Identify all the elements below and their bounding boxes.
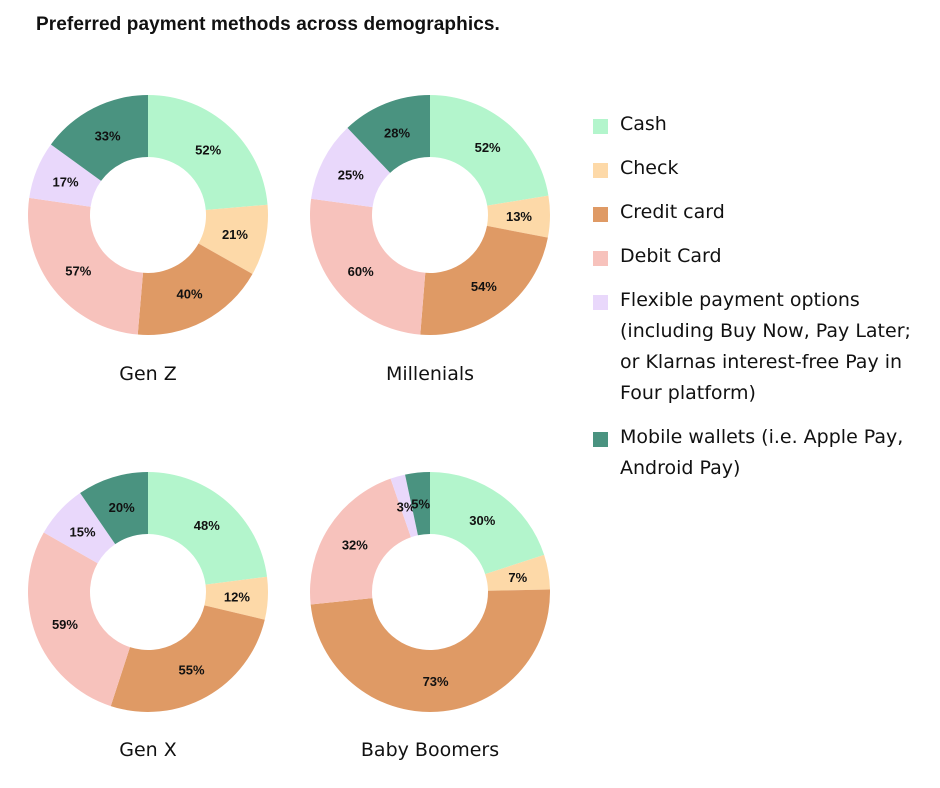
chart-title: Preferred payment methods across demogra… — [36, 14, 500, 35]
legend-swatch — [593, 163, 608, 178]
legend-item-check: Check — [593, 157, 933, 184]
donut-slice-mobile — [80, 472, 148, 545]
chart-name: Gen Z — [119, 363, 177, 385]
slice-data-label: 40% — [177, 287, 203, 302]
slice-data-label: 59% — [52, 617, 78, 632]
legend-label: Credit card — [620, 201, 725, 223]
donut-slice-check — [204, 576, 268, 620]
slice-data-label: 52% — [195, 142, 221, 157]
slice-data-label: 73% — [423, 674, 449, 689]
donut-slice-cash — [148, 472, 268, 585]
donut-slice-cash — [430, 472, 545, 575]
legend: Cash Check Credit card Debit Card Flexible p… — [593, 113, 933, 502]
donut-slice-check — [198, 204, 269, 275]
legend-item-debit: Debit Card — [593, 245, 933, 272]
slice-data-label: 25% — [338, 167, 364, 182]
slice-data-label: 20% — [109, 500, 135, 515]
donut-slice-flexible — [311, 127, 391, 208]
legend-swatch — [593, 119, 608, 134]
donut-slice-credit — [137, 243, 253, 336]
slice-data-label: 57% — [65, 263, 91, 278]
chart-name: Baby Boomers — [361, 739, 499, 761]
donut-slice-cash — [148, 95, 268, 211]
slice-data-label: 17% — [53, 175, 79, 190]
donut-slice-debit — [27, 197, 144, 335]
slice-data-label: 13% — [506, 209, 532, 224]
donut-slice-flexible — [29, 144, 102, 207]
chart-name: Millenials — [386, 363, 474, 385]
legend-label: Debit Card — [620, 245, 722, 267]
donut-slice-credit — [420, 225, 548, 336]
slice-data-label: 32% — [342, 537, 368, 552]
slice-data-label: 15% — [70, 525, 96, 540]
slice-data-label: 60% — [348, 264, 374, 279]
slice-data-label: 48% — [194, 518, 220, 533]
legend-label: Mobile wallets (i.e. Apple Pay, Android … — [620, 426, 904, 479]
slice-data-label: 33% — [95, 129, 121, 144]
legend-swatch — [593, 207, 608, 222]
slice-data-label: 55% — [179, 663, 205, 678]
legend-item-flexible: Flexible payment options (including Buy … — [593, 289, 933, 409]
donut-slice-mobile — [347, 95, 430, 173]
donut-slice-check — [485, 554, 550, 591]
donut-slice-credit — [110, 605, 265, 713]
slice-data-label: 5% — [411, 496, 430, 511]
donut-slice-check — [486, 195, 551, 238]
donut-slice-mobile — [50, 95, 148, 181]
donut-slice-cash — [430, 95, 549, 206]
donut-slice-credit — [310, 589, 550, 712]
donut-charts: 52% 21% 40% 57% 17% 33% Gen Z 52% 13% 54% 60% 25% 28… — [27, 95, 551, 761]
donut-slice-mobile — [405, 472, 430, 536]
chart-name: Gen X — [119, 739, 177, 761]
legend-label: Check — [620, 157, 679, 179]
donut-slice-debit — [28, 532, 130, 707]
legend-item-mobile: Mobile wallets (i.e. Apple Pay, Android … — [593, 426, 933, 484]
legend-item-cash: Cash — [593, 113, 933, 140]
legend-swatch — [593, 432, 608, 447]
slice-data-label: 21% — [222, 227, 248, 242]
legend-item-credit: Credit card — [593, 201, 933, 228]
donut-slice-flexible — [390, 474, 418, 538]
slice-data-label: 30% — [469, 513, 495, 528]
donut-slice-debit — [310, 198, 426, 335]
legend-swatch — [593, 251, 608, 266]
slice-data-label: 28% — [384, 125, 410, 140]
slice-data-label: 52% — [475, 140, 501, 155]
slice-data-label: 12% — [224, 590, 250, 605]
slice-data-label: 7% — [508, 570, 527, 585]
donut-slice-flexible — [43, 493, 116, 564]
slice-data-label: 54% — [471, 279, 497, 294]
legend-label: Flexible payment options (including Buy … — [620, 289, 911, 404]
legend-label: Cash — [620, 113, 667, 135]
legend-swatch — [593, 295, 608, 310]
donut-slice-debit — [310, 478, 411, 605]
